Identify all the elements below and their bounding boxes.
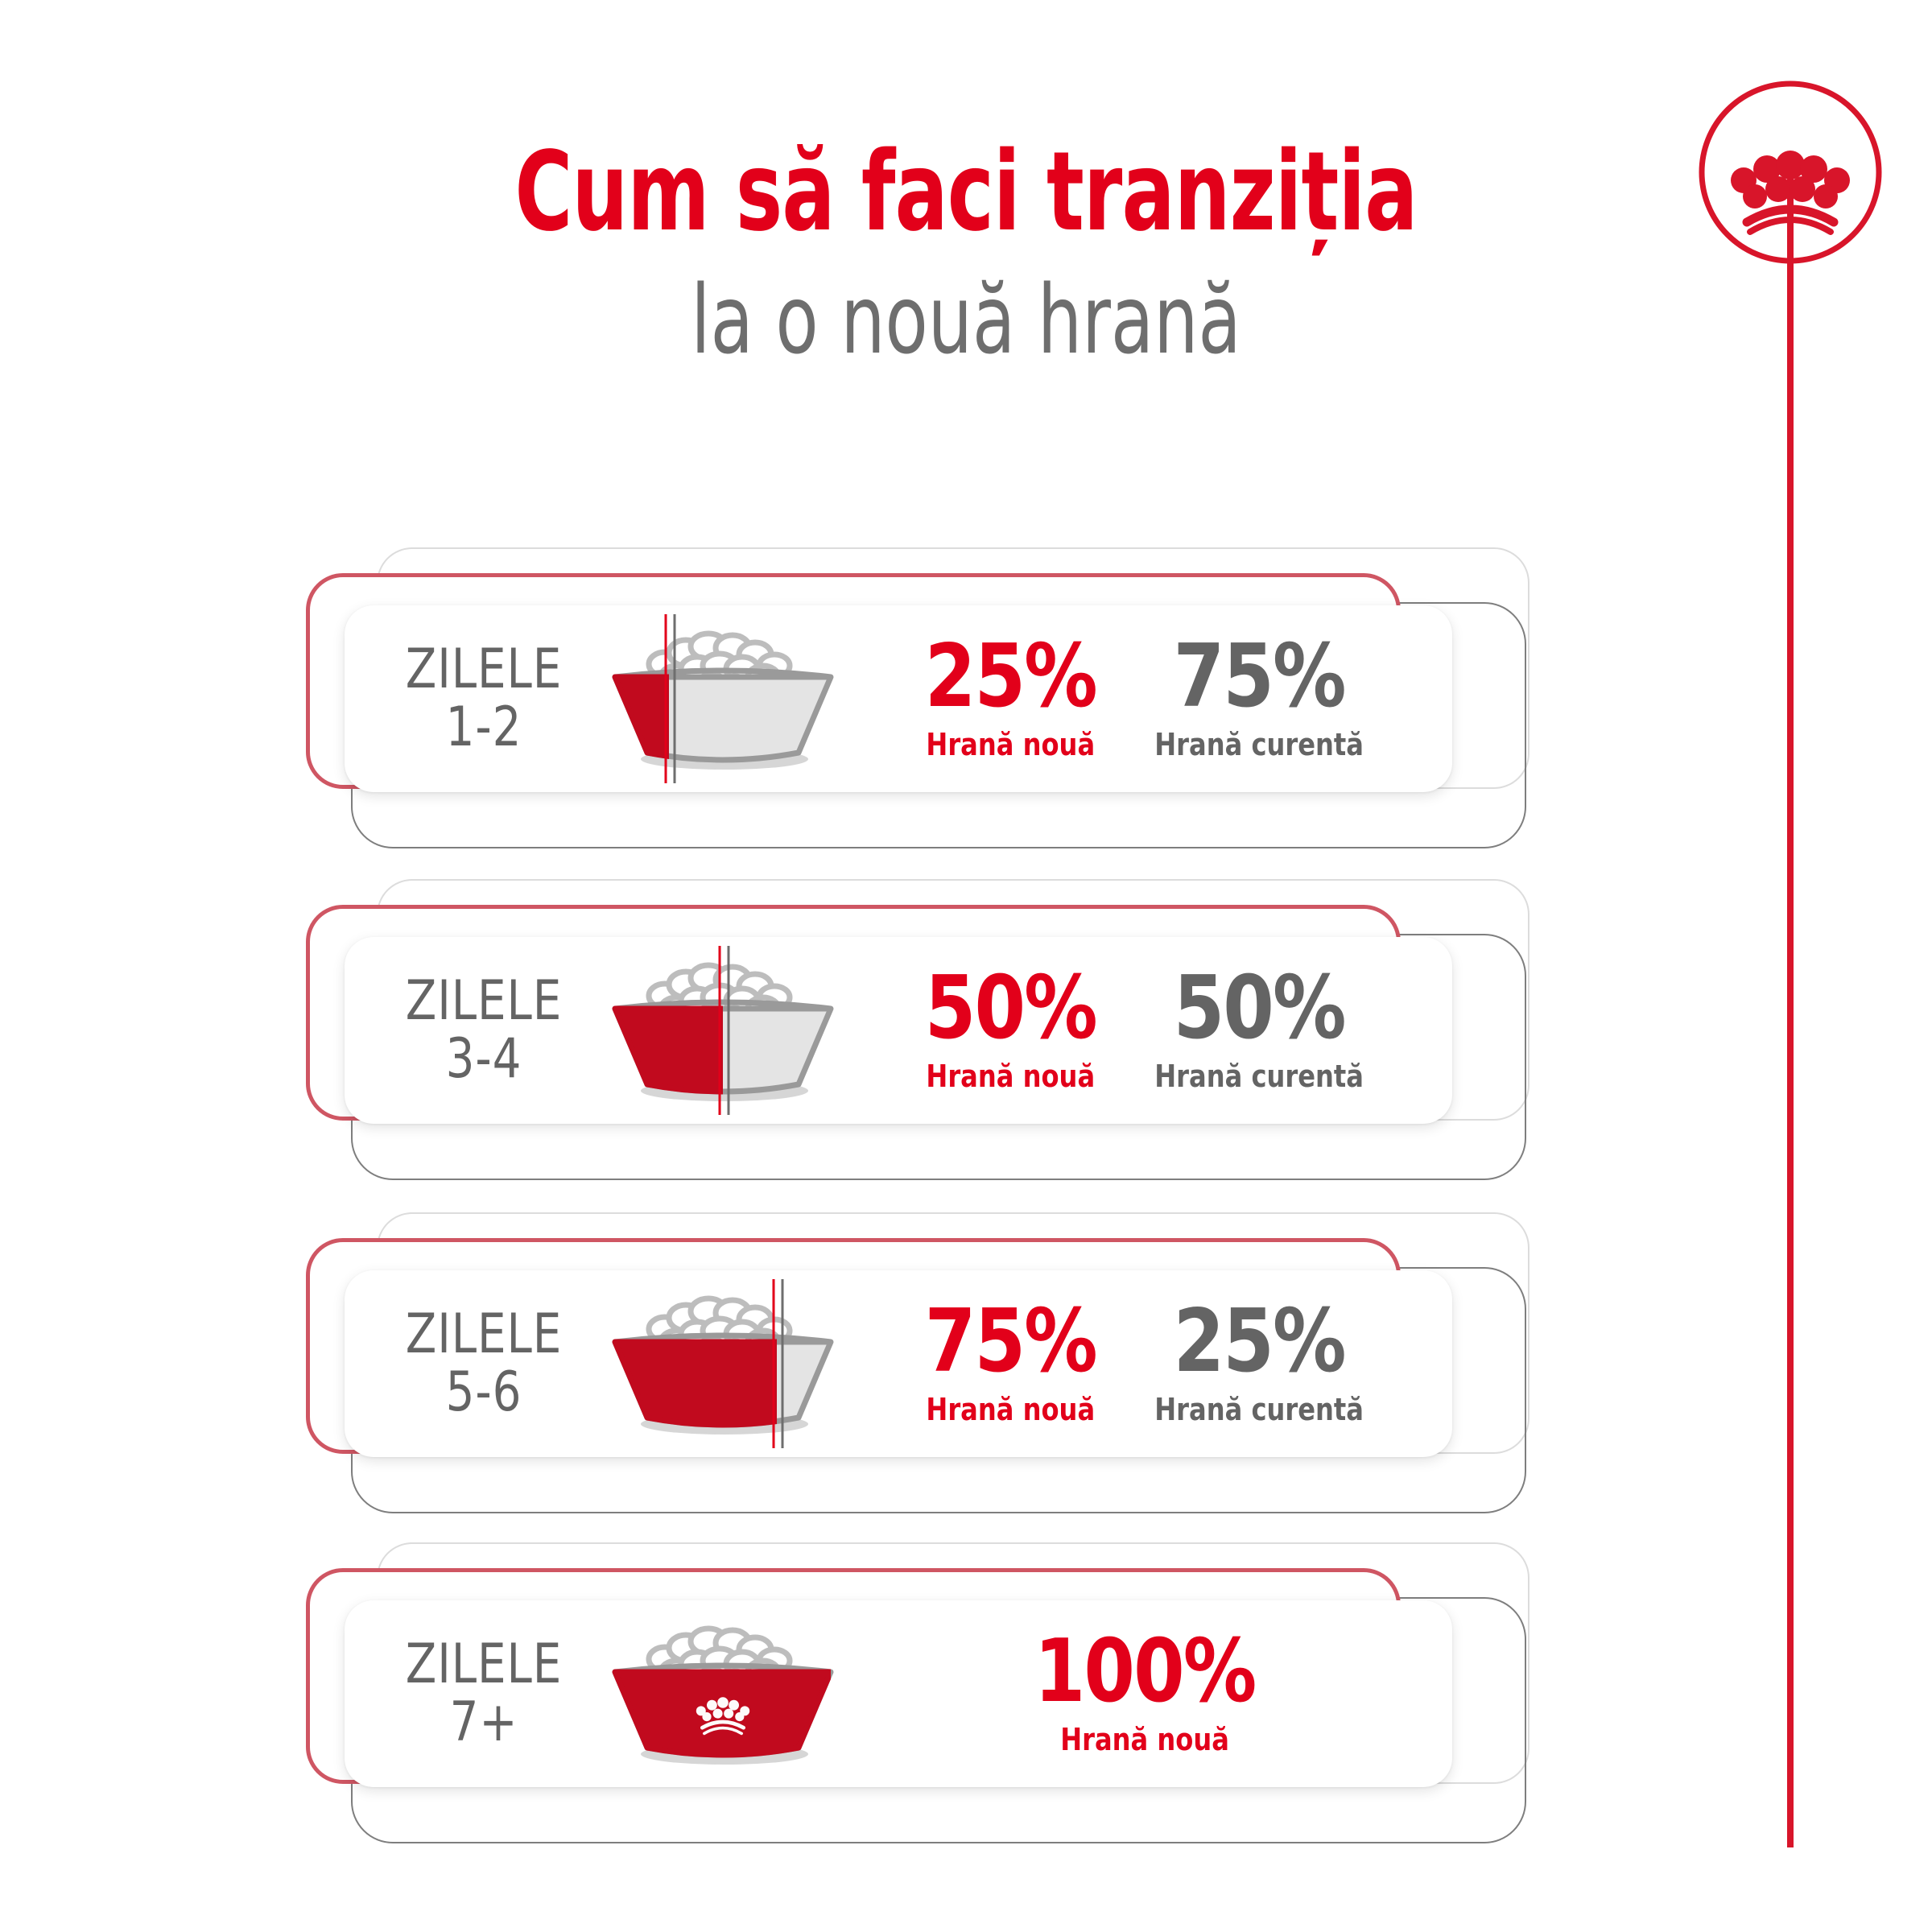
days-range: 3-4 <box>445 1027 522 1091</box>
logo-stem-line <box>1787 161 1794 1847</box>
new-food-percent-column: 50% Hrană nouă <box>919 958 1102 1094</box>
percentages-block: 50% Hrană nouă 50% Hrană curentă <box>844 958 1452 1094</box>
current-food-percent-value: 25% <box>1173 1291 1347 1393</box>
days-label-block: ZILELE 3-4 <box>383 972 584 1088</box>
current-food-percent-column: 25% Hrană curentă <box>1148 1291 1370 1427</box>
step-card[interactable]: ZILELE 5-6 75% <box>345 1270 1452 1457</box>
days-label-block: ZILELE 1-2 <box>383 637 584 759</box>
current-food-percent-column: 75% Hrană curentă <box>1148 626 1370 762</box>
new-food-percent-value: 100% <box>1034 1621 1257 1723</box>
new-food-percent-value: 50% <box>924 958 1097 1059</box>
food-bowl-icon <box>602 1279 844 1448</box>
new-food-percent-column: 100% Hrană nouă <box>1027 1621 1262 1757</box>
days-word: ZILELE <box>405 968 563 1033</box>
food-bowl-icon <box>602 946 844 1115</box>
current-food-percent-value: 50% <box>1173 958 1347 1059</box>
days-range: 7+ <box>449 1690 518 1754</box>
current-food-percent-label: Hrană curentă <box>1154 1391 1364 1427</box>
new-food-percent-column: 75% Hrană nouă <box>919 1291 1102 1427</box>
page-title-block: Cum să faci tranziția la o nouă hrană <box>0 137 1932 373</box>
new-food-percent-column: 25% Hrană nouă <box>919 626 1102 762</box>
page-title: Cum să faci tranziția <box>514 129 1418 256</box>
royal-canin-crown-logo <box>1697 79 1884 266</box>
transition-step-row: ZILELE 3-4 50% <box>306 879 1530 1180</box>
current-food-percent-label: Hrană curentă <box>1154 1058 1364 1094</box>
transition-step-row: ZILELE 1-2 25% <box>306 547 1530 848</box>
new-food-percent-label: Hrană nouă <box>926 1058 1095 1094</box>
transition-step-row: ZILELE 5-6 75% <box>306 1212 1530 1513</box>
food-bowl-icon <box>602 1609 844 1778</box>
percentages-block: 100% Hrană nouă <box>844 1621 1452 1757</box>
days-word: ZILELE <box>405 1302 563 1366</box>
page-subtitle: la o nouă hrană <box>691 263 1241 375</box>
percentages-block: 25% Hrană nouă 75% Hrană curentă <box>844 626 1452 762</box>
days-word: ZILELE <box>405 1632 563 1696</box>
new-food-percent-label: Hrană nouă <box>1060 1721 1229 1757</box>
current-food-percent-column: 50% Hrană curentă <box>1148 958 1370 1094</box>
transition-step-row: ZILELE 7+ <box>306 1542 1530 1843</box>
days-label-block: ZILELE 5-6 <box>383 1302 584 1424</box>
days-label-block: ZILELE 7+ <box>383 1632 584 1754</box>
step-card[interactable]: ZILELE 3-4 50% <box>345 937 1452 1124</box>
days-range: 1-2 <box>445 696 522 759</box>
percentages-block: 75% Hrană nouă 25% Hrană curentă <box>844 1291 1452 1427</box>
new-food-percent-value: 25% <box>924 626 1097 728</box>
current-food-percent-label: Hrană curentă <box>1154 726 1364 762</box>
days-word: ZILELE <box>405 637 563 701</box>
days-range: 5-6 <box>445 1360 522 1424</box>
food-bowl-icon <box>602 614 844 783</box>
new-food-percent-value: 75% <box>924 1291 1097 1393</box>
new-food-percent-label: Hrană nouă <box>926 726 1095 762</box>
step-card[interactable]: ZILELE 1-2 25% <box>345 605 1452 792</box>
new-food-percent-label: Hrană nouă <box>926 1391 1095 1427</box>
current-food-percent-value: 75% <box>1173 626 1347 728</box>
step-card[interactable]: ZILELE 7+ <box>345 1600 1452 1787</box>
